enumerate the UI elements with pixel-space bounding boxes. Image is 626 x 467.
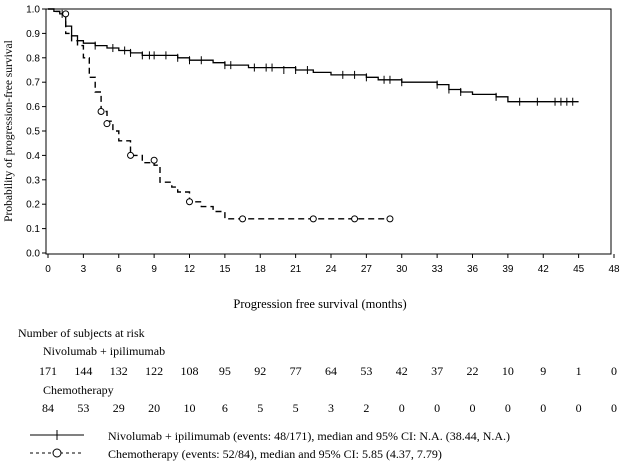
risk-count: 0: [398, 401, 405, 415]
censor-mark-circle: [309, 215, 317, 223]
x-tick-label: 42: [538, 264, 550, 275]
risk-count: 2: [363, 401, 370, 415]
x-tick-label: 21: [290, 264, 302, 275]
censor-mark-circle: [62, 10, 70, 18]
x-tick-label: 33: [432, 264, 444, 275]
y-tick-label: 0.9: [26, 29, 40, 40]
x-tick-label: 39: [502, 264, 514, 275]
risk-count: 6: [221, 401, 228, 415]
y-tick-label: 0.8: [26, 53, 40, 64]
y-tick-label: 0.5: [26, 127, 40, 138]
y-tick-label: 0.2: [26, 200, 40, 211]
x-axis-label: Progression free survival (months): [233, 297, 406, 311]
risk-count: 92: [254, 364, 267, 378]
y-tick-label: 0.6: [26, 102, 40, 113]
censor-mark-circle: [127, 151, 135, 159]
risk-count: 5: [257, 401, 264, 415]
risk-group-label-chemo: Chemotherapy: [43, 383, 114, 397]
x-tick-label: 45: [573, 264, 585, 275]
risk-count: 144: [74, 364, 93, 378]
x-tick-label: 30: [396, 264, 408, 275]
risk-count: 0: [504, 401, 511, 415]
x-tick-label: 15: [219, 264, 231, 275]
dashed-circle-line-icon: [30, 448, 84, 458]
risk-count: 1: [575, 364, 582, 378]
y-tick-label: 0.7: [26, 78, 40, 89]
risk-row-chemo: 84 53 29 20 10 6 5 5 3 2 0 0 0 0 0 0 0: [0, 401, 626, 417]
risk-count: 9: [540, 364, 547, 378]
risk-count: 95: [218, 364, 231, 378]
risk-count: 5: [292, 401, 299, 415]
x-tick-label: 48: [608, 264, 620, 275]
censor-mark-circle: [386, 215, 394, 223]
risk-count: 0: [540, 401, 547, 415]
x-tick-label: 18: [255, 264, 267, 275]
risk-table-title: Number of subjects at risk: [18, 326, 145, 340]
censor-mark-circle: [186, 198, 193, 206]
solid-plus-line-icon: [30, 430, 84, 440]
x-tick-label: 3: [81, 264, 87, 275]
km-chart: 0.00.10.20.30.40.50.60.70.80.91.0 0 3 6 9 12…: [3, 5, 620, 312]
risk-count: 22: [466, 364, 479, 378]
risk-table: Number of subjects at risk Nivolumab + i…: [0, 326, 626, 416]
risk-row-nivo-ipi: 171 144 132 122 108 95 92 77 64 53 42 37 22 10 9 1 0: [0, 364, 626, 380]
risk-count: 64: [325, 364, 337, 378]
censor-mark-circle: [103, 120, 111, 128]
risk-count: 0: [611, 364, 617, 378]
x-axis: 0 3 6 9 12 15 18 21 24 27 30 33 36 39 42 45 48: [45, 254, 620, 275]
y-tick-label: 0.4: [26, 151, 40, 162]
x-tick-label: 24: [325, 264, 337, 275]
censor-mark-circle: [97, 107, 105, 115]
y-tick-label: 0.1: [26, 224, 40, 235]
risk-count: 37: [431, 364, 444, 378]
x-tick-label: 9: [151, 264, 157, 275]
legend-text-nivo-ipi: Nivolumab + ipilimumab (events: 48/171),…: [108, 429, 511, 443]
risk-count: 84: [42, 401, 54, 415]
x-tick-label: 12: [184, 264, 196, 275]
risk-count: 20: [148, 401, 161, 415]
nivo-ipi-survival-curve: [48, 8, 579, 103]
risk-count: 0: [611, 401, 617, 415]
risk-count: 3: [328, 401, 334, 415]
legend-entry-nivo-ipi: Nivolumab + ipilimumab (events: 48/171),…: [0, 428, 626, 444]
risk-count: 132: [109, 364, 128, 378]
x-tick-label: 27: [361, 264, 373, 275]
risk-count: 108: [180, 364, 199, 378]
censor-mark-circle: [239, 215, 247, 223]
risk-count: 10: [183, 401, 196, 415]
y-axis: 0.0 0.1 0.2 0.3 0.4 0.5 0.6 0.7 0.8 0.9 1.0: [26, 5, 46, 260]
risk-count: 122: [145, 364, 164, 378]
risk-count: 171: [39, 364, 57, 378]
risk-count: 53: [77, 401, 90, 415]
legend-text-chemo: Chemotherapy (events: 52/84), median and…: [108, 447, 442, 461]
x-tick-label: 6: [116, 264, 122, 275]
x-tick-label: 0: [45, 264, 51, 275]
risk-count: 29: [112, 401, 125, 415]
y-tick-label: 0.3: [26, 175, 40, 186]
series-layer: [48, 8, 579, 223]
risk-count: 42: [395, 364, 408, 378]
plot-frame: [45, 8, 612, 255]
y-tick-label: 0.0: [26, 249, 40, 260]
x-tick-label: 36: [467, 264, 479, 275]
censor-mark-circle: [150, 156, 158, 164]
legend-entry-chemo: Chemotherapy (events: 52/84), median and…: [0, 446, 626, 462]
risk-group-label-nivo-ipi: Nivolumab + ipilimumab: [43, 344, 166, 358]
risk-count: 53: [360, 364, 373, 378]
y-tick-label: 1.0: [26, 5, 40, 16]
risk-count: 77: [289, 364, 302, 378]
risk-count: 0: [434, 401, 441, 415]
risk-count: 10: [501, 364, 514, 378]
censor-mark-circle: [351, 215, 359, 223]
y-axis-label: Probability of progression-free survival: [3, 40, 15, 222]
chemo-survival-curve: [48, 8, 390, 220]
risk-count: 0: [469, 401, 476, 415]
risk-count: 0: [575, 401, 582, 415]
